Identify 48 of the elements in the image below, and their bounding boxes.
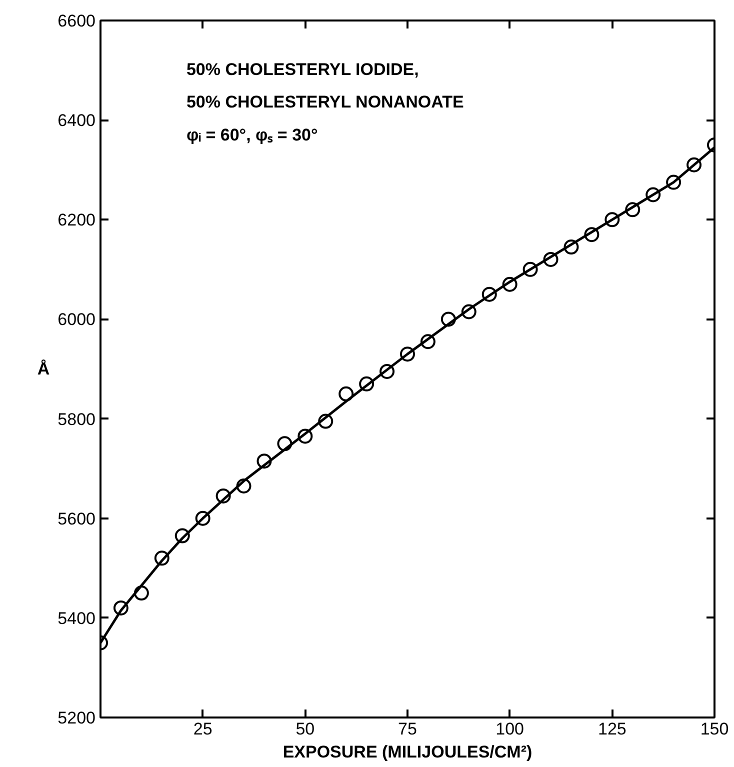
x-tick-label: 150 xyxy=(700,720,729,738)
point xyxy=(543,252,558,267)
x-tick-label: 25 xyxy=(193,720,212,738)
point xyxy=(380,364,395,379)
point xyxy=(584,227,600,242)
point xyxy=(461,304,476,320)
annotation: φᵢ = 60°, φₛ = 30° xyxy=(186,125,318,144)
y-axis-title: Å xyxy=(37,360,50,378)
x-tick-label: 75 xyxy=(398,720,417,738)
y-tick-label: 5800 xyxy=(58,410,96,429)
y-tick-label: 6600 xyxy=(58,12,96,30)
point xyxy=(420,334,436,350)
point xyxy=(216,488,231,504)
x-tick-label: 50 xyxy=(296,720,315,738)
point xyxy=(522,262,538,277)
point xyxy=(318,414,334,429)
point xyxy=(154,550,170,566)
point xyxy=(236,478,252,494)
y-tick-label: 5200 xyxy=(58,708,96,728)
x-tick-label: 125 xyxy=(598,720,626,738)
point xyxy=(604,212,620,228)
point xyxy=(625,202,640,218)
point xyxy=(502,276,518,292)
annotation: 50% CHOLESTERYL IODIDE, xyxy=(186,60,419,79)
point xyxy=(482,286,497,302)
point xyxy=(359,376,374,392)
x-tick-label: 100 xyxy=(496,720,524,738)
point xyxy=(338,386,354,402)
point xyxy=(400,346,415,362)
point xyxy=(195,510,210,526)
point xyxy=(666,174,682,190)
point xyxy=(298,428,313,444)
y-tick-label: 6000 xyxy=(58,310,96,330)
y-tick-label: 6200 xyxy=(58,210,96,230)
point xyxy=(256,454,272,469)
y-tick-label: 6400 xyxy=(58,111,96,130)
point xyxy=(113,600,128,616)
point xyxy=(646,187,661,202)
point xyxy=(277,436,292,452)
y-tick-label: 5400 xyxy=(58,608,96,628)
y-tick-label: 5600 xyxy=(58,509,96,528)
x-axis-title: EXPOSURE (MILIJOULES/CM²) xyxy=(282,742,532,762)
annotation: 50% CHOLESTERYL NONANOATE xyxy=(186,92,464,112)
point xyxy=(440,312,456,327)
point xyxy=(564,240,579,255)
point xyxy=(174,528,190,544)
point xyxy=(686,157,702,172)
point xyxy=(134,586,149,601)
